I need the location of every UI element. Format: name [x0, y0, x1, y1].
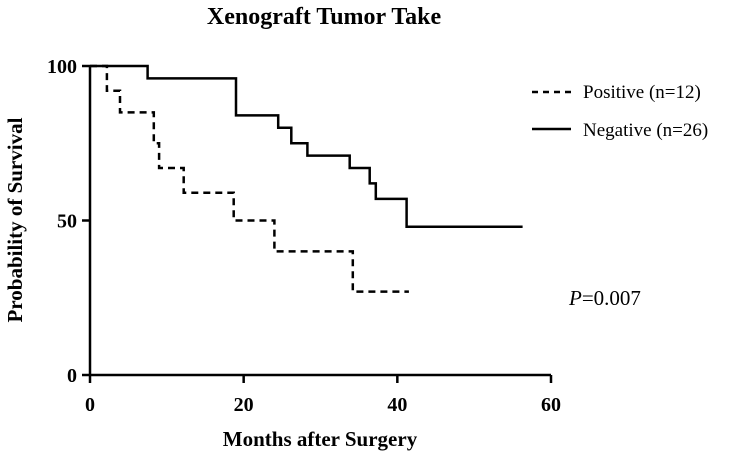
legend: Positive (n=12) Negative (n=26)	[532, 82, 708, 141]
y-tick-label: 50	[57, 211, 77, 233]
x-tick-label: 60	[541, 394, 561, 416]
legend-item-positive: Positive (n=12)	[532, 82, 701, 103]
chart-title: Xenograft Tumor Take	[207, 4, 442, 30]
series-line-negative	[90, 64, 523, 228]
y-axis-ticks: 0 50 100	[47, 56, 90, 387]
p-value-annotation: P=0.007	[568, 286, 641, 310]
x-tick-label: 20	[234, 394, 254, 416]
p-value-symbol: P	[568, 286, 582, 310]
series-lines	[90, 64, 523, 293]
x-axis-title: Months after Surgery	[223, 427, 418, 451]
y-axis-title: Probability of Survival	[3, 117, 27, 322]
y-tick-label: 100	[47, 56, 77, 78]
y-tick-label: 0	[67, 365, 77, 387]
plot-area: 0 20 40 60 0 50 100	[47, 56, 561, 416]
legend-item-negative: Negative (n=26)	[532, 120, 708, 141]
x-tick-label: 40	[387, 394, 407, 416]
legend-label-negative: Negative (n=26)	[583, 120, 708, 141]
x-tick-label: 0	[85, 394, 95, 416]
x-axis-ticks: 0 20 40 60	[85, 375, 561, 416]
legend-label-positive: Positive (n=12)	[583, 82, 701, 103]
p-value-number: =0.007	[582, 286, 641, 310]
series-line-positive	[90, 64, 409, 293]
